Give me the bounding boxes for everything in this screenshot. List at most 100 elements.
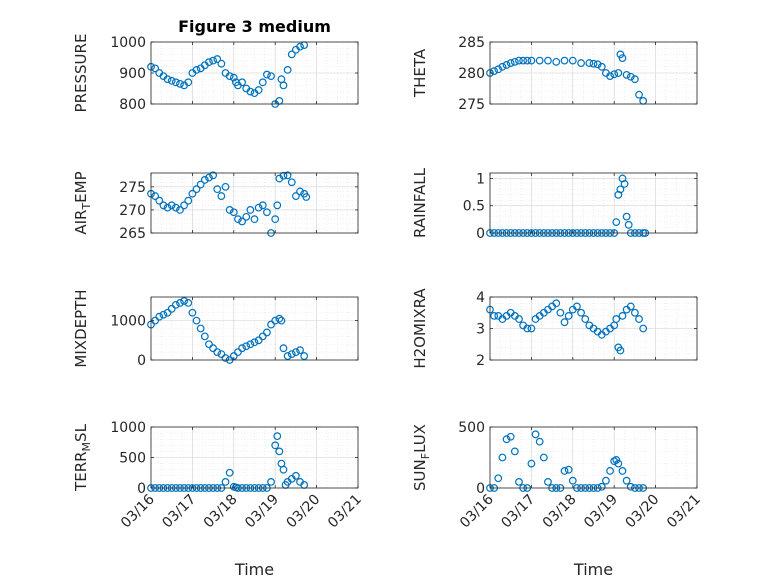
data-point [552,299,561,308]
data-point [180,201,189,210]
y-tick-label: 270 [119,203,146,219]
data-point [506,59,515,67]
data-point [510,447,519,456]
x-axis-label: Time [573,560,613,579]
data-point [279,344,288,353]
data-point [631,308,639,317]
data-point [267,478,275,486]
data-point [209,344,218,353]
data-point [581,315,590,323]
data-point [626,482,635,491]
data-point [622,476,631,485]
data-point [246,87,255,96]
data-point [302,193,311,201]
data-point [221,478,230,486]
data-point [606,467,614,475]
data-point [597,482,606,491]
data-series [486,430,648,492]
data-point [292,348,300,357]
data-point [167,304,176,313]
data-point [279,81,288,90]
data-point [234,348,242,357]
axes-box [489,426,698,489]
data-series [486,299,648,355]
subplot-8: 0 500 SUNFLUX 03/16 03/17 03/18 03/19 03/20 03/2… [411,420,704,579]
axes-box [489,172,698,234]
grid [489,172,698,234]
data-point [238,217,246,226]
data-point [221,182,230,191]
data-point [544,478,552,486]
x-tick-label: 03/16 [457,491,497,531]
data-point [296,42,304,51]
data-series [147,297,309,364]
grid [150,426,359,489]
data-point [552,57,561,66]
data-point [217,350,226,358]
data-point [622,212,631,221]
data-point [238,78,246,87]
data-point [159,201,168,210]
data-point [614,69,623,77]
data-series [147,171,311,237]
data-point [217,59,226,68]
data-point [196,180,205,189]
x-tick-label: 03/19 [581,492,621,532]
data-point [242,212,251,221]
data-point [192,316,201,325]
data-point [502,61,511,69]
data-point [560,56,569,65]
data-point [539,453,548,462]
data-point [612,315,621,323]
x-tick-label: 03/21 [664,492,704,532]
y-tick-label: 0 [476,226,485,242]
data-point [242,342,251,351]
data-point [254,86,263,94]
data-point [279,465,288,474]
y-tick-label: 265 [119,226,146,242]
data-point [250,338,259,347]
data-point [283,352,292,360]
data-point [626,72,635,81]
x-tick-label: 03/18 [540,492,580,532]
y-tick-label: 0.5 [463,199,485,215]
y-tick-label: 800 [119,97,146,113]
y-tick-label: 280 [458,66,485,82]
y-axis-label: MIXDEPTH [72,289,90,367]
y-tick-label: 1 [476,171,485,187]
axes-background [151,297,358,360]
data-point [626,302,635,311]
data-point [515,56,523,65]
data-point [527,459,536,468]
data-point [296,346,304,355]
data-point [171,300,180,309]
y-tick-label: 0 [137,353,146,369]
data-point [515,315,523,323]
data-point [273,201,282,210]
data-point [622,70,631,79]
data-point [267,320,275,329]
data-point [523,324,532,333]
y-tick-label: 285 [458,35,485,51]
data-point [192,185,201,194]
data-point [151,64,160,73]
data-point [213,55,222,63]
data-point [229,208,238,217]
subplot-1: 800 900 1000 PRESSURE Figure 3 medium [72,17,359,113]
data-point [616,346,625,355]
data-point [564,465,573,474]
data-point [176,299,184,307]
data-point [296,187,304,196]
data-point [246,206,255,214]
data-point [515,478,523,486]
data-point [167,201,176,210]
data-point [159,310,168,319]
data-point [163,308,172,317]
y-axis-label: AIRTEMP [72,171,93,234]
data-point [531,430,540,439]
data-point [258,332,267,341]
x-tick-label: 03/17 [159,492,199,532]
data-point [263,328,271,337]
data-point [250,215,259,224]
data-point [490,67,499,76]
